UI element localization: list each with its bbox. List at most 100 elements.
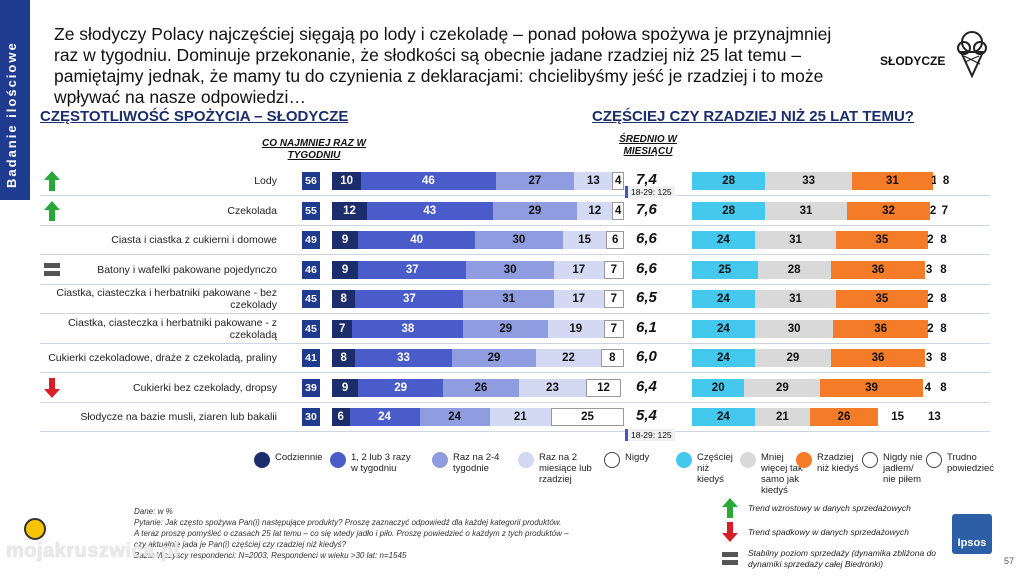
row-divider (40, 372, 990, 373)
side-tab-label: Badanie ilościowe (4, 41, 19, 188)
footnote-line: A teraz proszę pomyśleć o czasach 25 lat… (134, 529, 569, 538)
trend-up-icon (44, 201, 60, 221)
legend-item: Codziennie (254, 452, 324, 468)
comparison-bar-segment: 32 (846, 202, 931, 220)
row-label: Ciasta i ciastka z cukierni i domowe (111, 234, 277, 246)
weekly-total: 55 (302, 202, 320, 220)
row-label: Słodycze na bazie musli, ziaren lub baka… (80, 411, 277, 423)
row-divider (40, 343, 990, 344)
freq-bar-segment: 33 (355, 349, 452, 367)
trend-legend-up: Trend wzrostowy w danych sprzedażowych (722, 498, 911, 518)
comparison-bar-segment: 29 (754, 349, 831, 367)
comparison-bar-segment: 35 (836, 290, 928, 308)
legend-swatch (676, 452, 692, 468)
row-divider (40, 195, 990, 196)
comparison-bar-segment: 2 (927, 290, 934, 308)
legend-label: Rzadziej niż kiedyś (817, 452, 859, 474)
legend-swatch (432, 452, 448, 468)
weekly-total: 46 (302, 261, 320, 279)
comparison-bar-segment: 8 (933, 349, 954, 367)
row-divider (40, 313, 990, 314)
freq-bar-segment: 13 (574, 172, 613, 190)
legend-label: Nigdy (625, 452, 650, 463)
comparison-bar-segment: 24 (692, 231, 755, 249)
comparison-bar-segment: 2 (930, 202, 936, 220)
freq-bar-segment: 23 (518, 379, 587, 397)
freq-bar-segment: 24 (419, 408, 490, 426)
freq-bar-segment: 21 (489, 408, 551, 426)
trend-down-icon (44, 378, 60, 398)
weekly-total: 41 (302, 349, 320, 367)
comparison-bar-segment: 31 (851, 172, 934, 190)
comparison-bar-segment: 24 (692, 408, 755, 426)
legend-label: Trudno powiedzieć (947, 452, 994, 474)
callout-musli: 18-29: 125 (625, 429, 675, 441)
comparison-bar-segment: 8 (933, 379, 954, 397)
freq-bar-segment: 38 (352, 320, 464, 338)
trend-stable-icon (44, 263, 60, 276)
row-label: Ciastka, ciasteczka i herbatniki pakowan… (56, 287, 277, 311)
freq-bar-segment: 25 (551, 408, 624, 426)
freq-bar-segment: 46 (361, 172, 496, 190)
comparison-bar-segment: 3 (925, 261, 934, 279)
legend-label: Mniej więcej tak samo jak kiedyś (761, 452, 803, 496)
footnote-line: Dane: w % (134, 507, 173, 516)
equals-icon (722, 552, 738, 565)
side-tab: Badanie ilościowe (0, 0, 30, 576)
freq-bar-segment: 9 (332, 261, 359, 279)
freq-bar-segment: 8 (600, 349, 624, 367)
freq-bar-segment: 15 (562, 231, 607, 249)
legend-swatch (740, 452, 756, 468)
comparison-bar-segment: 39 (820, 379, 923, 397)
monthly-average: 6,6 (636, 230, 657, 247)
bee-icon (24, 518, 46, 540)
monthly-average: 6,4 (636, 378, 657, 395)
footnote-line: Baza: Wszyscy respondenci: N=2003, Respo… (134, 551, 407, 560)
legend-item: Częściej niż kiedyś (676, 452, 738, 485)
legend-label: 1, 2 lub 3 razy w tygodniu (351, 452, 411, 474)
comparison-bar-segment: 35 (836, 231, 928, 249)
comparison-bar-segment: 24 (692, 349, 755, 367)
freq-bar-segment: 17 (553, 290, 604, 308)
footnote-line: czy aktualnie jada je Pan(i) częściej cz… (134, 540, 347, 549)
freq-bar-segment: 6 (606, 231, 624, 249)
comparison-bar-segment: 28 (757, 261, 831, 279)
ice-cream-icon (957, 31, 987, 78)
comparison-bar-segment: 21 (754, 408, 810, 426)
comparison-bar-segment: 8 (933, 320, 954, 338)
freq-bar-segment: 17 (553, 261, 604, 279)
row-label: Lody (254, 175, 277, 187)
legend-item: Raz na 2 miesiące lub rzadziej (518, 452, 598, 485)
legend-swatch (604, 452, 620, 468)
legend-swatch (926, 452, 942, 468)
legend-item: Rzadziej niż kiedyś (796, 452, 860, 474)
legend-label: Raz na 2 miesiące lub rzadziej (539, 452, 592, 485)
comparison-bar-segment: 36 (830, 349, 926, 367)
freq-bar-segment: 8 (332, 290, 356, 308)
watermark: mojakruszwica.pl (6, 540, 180, 562)
legend-swatch (796, 452, 812, 468)
footnote-line: Pytanie: Jak często spożywa Pan(i) nastę… (134, 518, 562, 527)
row-label: Cukierki czekoladowe, draże z czekoladą,… (48, 352, 277, 364)
comparison-bar-segment: 30 (754, 320, 834, 338)
freq-bar-segment: 12 (586, 379, 622, 397)
header-text: Ze słodyczy Polacy najczęściej sięgają p… (54, 24, 832, 107)
row-label: Ciastka, ciasteczka i herbatniki pakowan… (68, 317, 277, 341)
footnote: Dane: w % Pytanie: Jak często spożywa Pa… (134, 506, 694, 561)
freq-bar-segment: 37 (358, 261, 467, 279)
trend-legend-down: Trend spadkowy w danych sprzedażowych (722, 522, 909, 542)
legend-swatch (518, 452, 534, 468)
freq-bar-segment: 27 (495, 172, 575, 190)
legend-item: Nigdy nie jadłem/ nie piłem (862, 452, 928, 485)
trend-legend-stable: Stabilny poziom sprzedaży (dynamika zbli… (722, 548, 952, 570)
trend-legend-down-label: Trend spadkowy w danych sprzedażowych (748, 526, 909, 537)
freq-bar-segment: 29 (451, 349, 537, 367)
freq-bar-segment: 9 (332, 231, 359, 249)
row-label: Batony i wafelki pakowane pojedynczo (97, 264, 277, 276)
weekly-total: 45 (302, 290, 320, 308)
callout-lody: 18-29: 125 (625, 186, 675, 198)
comparison-bar-segment: 36 (830, 261, 926, 279)
side-tab-bar (0, 0, 30, 200)
weekly-total: 39 (302, 379, 320, 397)
comparison-bar-segment: 31 (754, 290, 837, 308)
